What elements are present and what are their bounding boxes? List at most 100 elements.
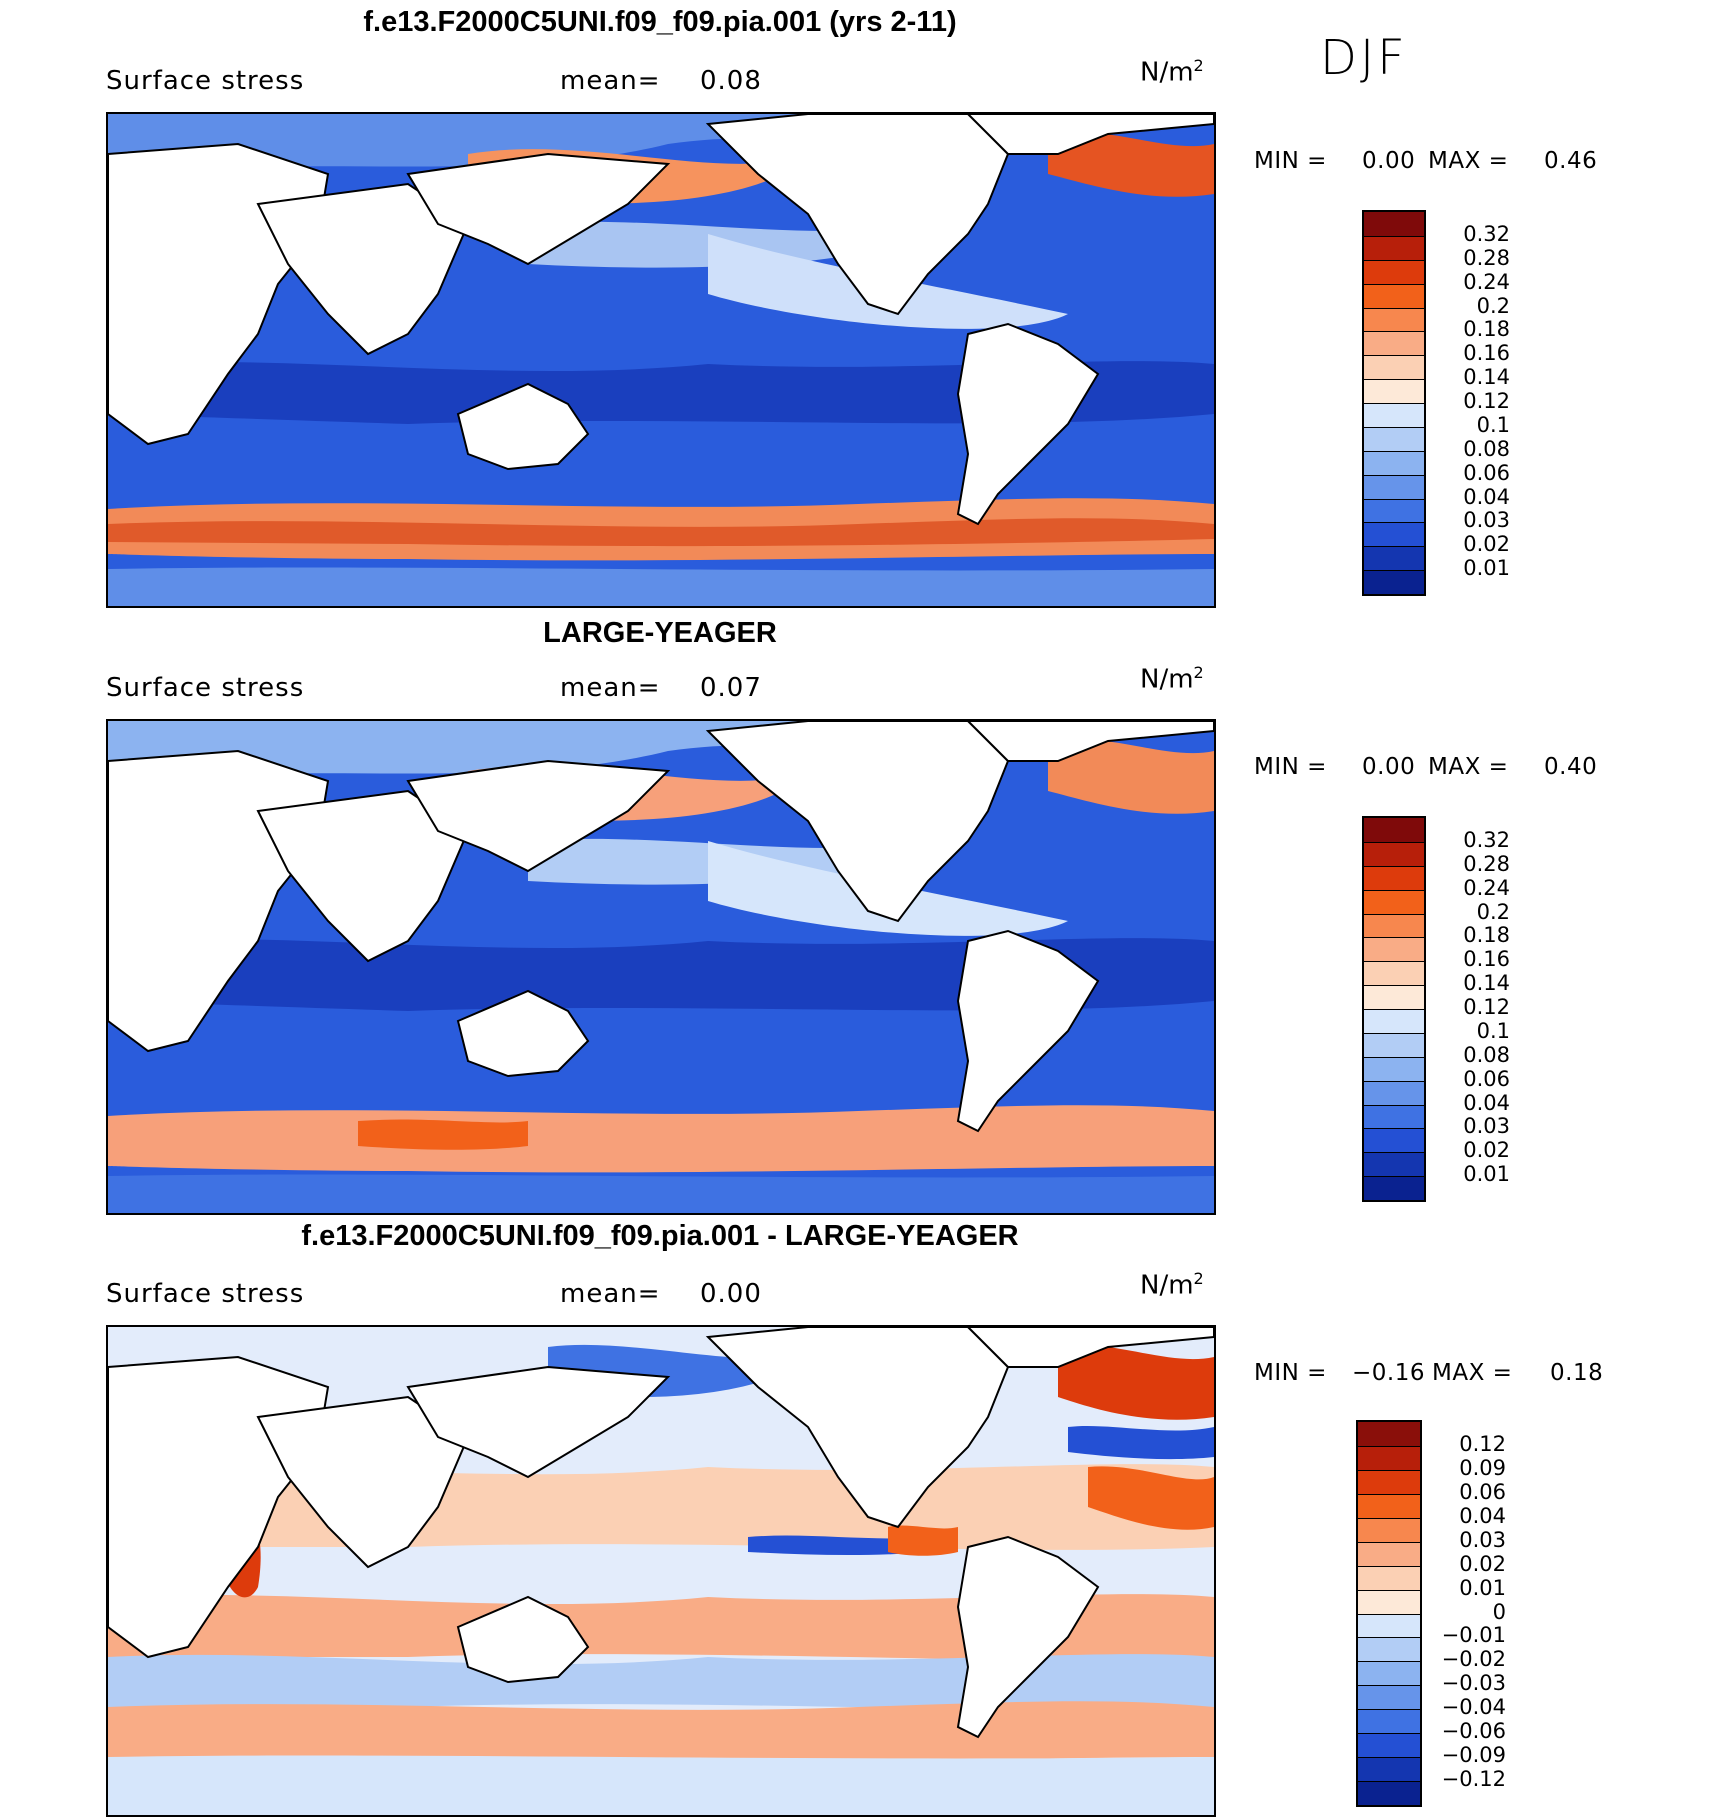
colorbar-swatch <box>1358 1613 1420 1638</box>
colorbar-tick-label: 0.04 <box>1463 484 1510 509</box>
colorbar-swatch <box>1358 1445 1420 1470</box>
colorbar-swatch <box>1358 1757 1420 1782</box>
colorbar-tick-label: 0.1 <box>1476 1018 1510 1043</box>
colorbar-tick-label: 0.03 <box>1463 508 1510 533</box>
panel-3-max-label: MAX = <box>1432 1360 1513 1386</box>
colorbar-swatch <box>1364 235 1424 260</box>
colorbar-swatch <box>1358 1781 1420 1805</box>
colorbar-tick-label: 0.24 <box>1463 875 1510 900</box>
colorbar-tick-label: 0.16 <box>1463 947 1510 972</box>
panel-2-units: N/m2 <box>1140 663 1204 695</box>
colorbar-swatch <box>1358 1541 1420 1566</box>
panel-2-max-value: 0.40 <box>1544 754 1598 780</box>
panel-1-colorbar-labels: 0.32 0.28 0.24 0.2 0.18 0.16 0.14 0.12 0.1 0.08 0.… <box>1430 210 1520 592</box>
colorbar-swatch <box>1364 1032 1424 1057</box>
colorbar-tick-label: 0.06 <box>1459 1479 1506 1504</box>
colorbar-swatch <box>1358 1493 1420 1518</box>
colorbar-tick-label: −0.02 <box>1441 1647 1506 1672</box>
colorbar-swatch <box>1364 1128 1424 1153</box>
panel-3-variable-label: Surface stress <box>106 1279 305 1309</box>
colorbar-swatch <box>1358 1637 1420 1662</box>
colorbar-tick-label: −0.06 <box>1441 1719 1506 1744</box>
colorbar-swatch <box>1364 937 1424 962</box>
colorbar-tick-label: 0.01 <box>1463 1162 1510 1187</box>
colorbar-tick-label: 0.28 <box>1463 851 1510 876</box>
panel-2-min-value: 0.00 <box>1362 754 1416 780</box>
colorbar-swatch <box>1364 1152 1424 1177</box>
panel-3-map <box>106 1325 1216 1817</box>
colorbar-tick-label: 0.12 <box>1459 1431 1506 1456</box>
colorbar-tick-label: −0.12 <box>1441 1767 1506 1792</box>
colorbar-swatch <box>1364 818 1424 842</box>
colorbar-tick-label: 0.16 <box>1463 341 1510 366</box>
panel-2-min-label: MIN = <box>1254 754 1327 780</box>
panel-2-mean-value: 0.07 <box>700 673 762 703</box>
panel-2-mean-label: mean= <box>560 673 661 703</box>
colorbar-swatch <box>1364 474 1424 499</box>
colorbar-tick-label: 0.02 <box>1463 1138 1510 1163</box>
colorbar-swatch <box>1364 379 1424 403</box>
panel-2-colorbar <box>1362 816 1426 1202</box>
colorbar-tick-label: 0.32 <box>1463 827 1510 852</box>
panel-3-mean-value: 0.00 <box>700 1279 762 1309</box>
season-label: DJF <box>1320 30 1408 86</box>
panel-1-map-field <box>108 114 1214 606</box>
panel-2-title: LARGE-YEAGER <box>543 617 777 649</box>
panel-3-colorbar-labels: 0.12 0.09 0.06 0.04 0.03 0.02 0.01 0 −0.01 −0.02−… <box>1426 1420 1526 1803</box>
colorbar-tick-label: −0.04 <box>1441 1695 1506 1720</box>
colorbar-tick-label: 0 <box>1492 1599 1506 1624</box>
colorbar-tick-label: 0.14 <box>1463 365 1510 390</box>
colorbar-tick-label: 0.03 <box>1463 1114 1510 1139</box>
colorbar-swatch <box>1364 570 1424 594</box>
colorbar-tick-label: 0.06 <box>1463 460 1510 485</box>
colorbar-tick-label: 0.06 <box>1463 1066 1510 1091</box>
colorbar-swatch <box>1364 450 1424 475</box>
colorbar-tick-label: 0.2 <box>1476 293 1510 318</box>
panel-1-units: N/m2 <box>1140 56 1204 88</box>
colorbar-swatch <box>1364 426 1424 451</box>
colorbar-tick-label: 0.1 <box>1476 412 1510 437</box>
colorbar-swatch <box>1364 498 1424 523</box>
colorbar-swatch <box>1364 961 1424 986</box>
panel-3-units: N/m2 <box>1140 1269 1204 1301</box>
colorbar-tick-label: −0.09 <box>1441 1743 1506 1768</box>
colorbar-swatch <box>1364 212 1424 236</box>
colorbar-tick-label: 0.14 <box>1463 971 1510 996</box>
colorbar-swatch <box>1364 1009 1424 1033</box>
colorbar-swatch <box>1358 1565 1420 1590</box>
colorbar-tick-label: −0.03 <box>1441 1671 1506 1696</box>
colorbar-tick-label: −0.01 <box>1441 1623 1506 1648</box>
colorbar-tick-label: 0.08 <box>1463 436 1510 461</box>
panel-1-variable-label: Surface stress <box>106 66 305 96</box>
colorbar-swatch <box>1364 546 1424 571</box>
colorbar-swatch <box>1364 1104 1424 1129</box>
panel-3-mean-label: mean= <box>560 1279 661 1309</box>
colorbar-tick-label: 0.04 <box>1463 1090 1510 1115</box>
colorbar-tick-label: 0.24 <box>1463 269 1510 294</box>
colorbar-tick-label: 0.02 <box>1463 532 1510 557</box>
colorbar-swatch <box>1364 355 1424 380</box>
panel-1-colorbar <box>1362 210 1426 596</box>
panel-1-mean-value: 0.08 <box>700 66 762 96</box>
panel-3-min-value: −0.16 <box>1352 1360 1425 1386</box>
panel-1-min-value: 0.00 <box>1362 148 1416 174</box>
colorbar-swatch <box>1364 403 1424 427</box>
colorbar-swatch <box>1358 1685 1420 1710</box>
colorbar-swatch <box>1364 259 1424 284</box>
colorbar-tick-label: 0.09 <box>1459 1455 1506 1480</box>
colorbar-swatch <box>1364 1176 1424 1200</box>
colorbar-tick-label: 0.18 <box>1463 923 1510 948</box>
colorbar-swatch <box>1364 889 1424 914</box>
colorbar-swatch <box>1358 1733 1420 1758</box>
panel-1-mean-label: mean= <box>560 66 661 96</box>
colorbar-swatch <box>1364 913 1424 938</box>
colorbar-swatch <box>1358 1422 1420 1446</box>
panel-1-min-label: MIN = <box>1254 148 1327 174</box>
colorbar-tick-label: 0.01 <box>1463 556 1510 581</box>
colorbar-swatch <box>1364 307 1424 332</box>
colorbar-tick-label: 0.01 <box>1459 1575 1506 1600</box>
colorbar-swatch <box>1364 865 1424 890</box>
panel-2-map <box>106 719 1216 1215</box>
panel-3-colorbar <box>1356 1420 1422 1807</box>
colorbar-tick-label: 0.03 <box>1459 1527 1506 1552</box>
